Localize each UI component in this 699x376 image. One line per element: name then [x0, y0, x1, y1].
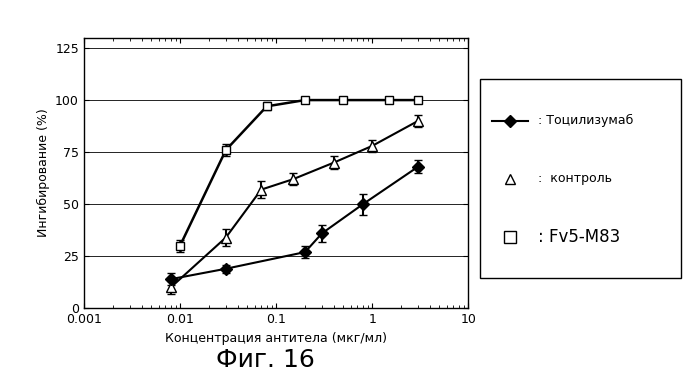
- Text: Фиг. 16: Фиг. 16: [216, 348, 315, 372]
- Text: : Fv5-М83: : Fv5-М83: [538, 227, 621, 246]
- Text: :  контроль: : контроль: [538, 172, 612, 185]
- Y-axis label: Ингибирование (%): Ингибирование (%): [36, 109, 50, 237]
- Text: : Тоцилизумаб: : Тоцилизумаб: [538, 114, 633, 127]
- FancyBboxPatch shape: [480, 79, 681, 278]
- X-axis label: Концентрация антитела (мкг/мл): Концентрация антитела (мкг/мл): [165, 332, 387, 345]
